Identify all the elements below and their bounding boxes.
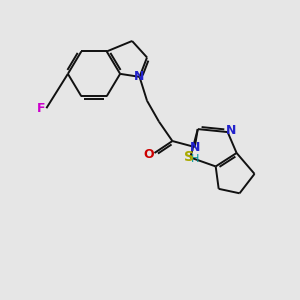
Text: S: S — [184, 151, 194, 164]
Text: N: N — [226, 124, 236, 137]
Text: N: N — [190, 140, 200, 154]
Text: O: O — [144, 148, 154, 161]
Text: N: N — [134, 70, 145, 83]
Text: F: F — [37, 102, 45, 115]
Text: H: H — [190, 154, 199, 164]
